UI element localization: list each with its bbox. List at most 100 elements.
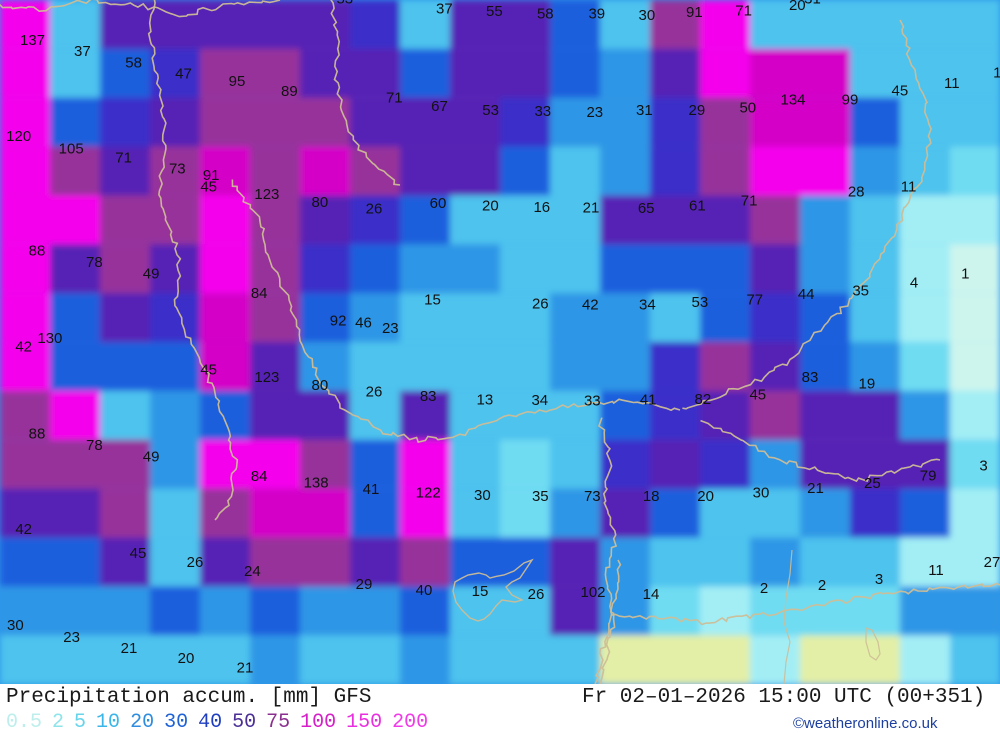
svg-text:26: 26	[366, 384, 383, 401]
svg-text:20: 20	[178, 650, 195, 667]
svg-text:77: 77	[746, 292, 763, 309]
svg-text:42: 42	[582, 297, 599, 314]
svg-text:35: 35	[852, 282, 869, 299]
svg-text:28: 28	[848, 184, 865, 201]
svg-text:26: 26	[528, 586, 545, 603]
svg-text:13: 13	[477, 392, 494, 409]
svg-text:26: 26	[366, 201, 383, 218]
svg-text:21: 21	[583, 200, 600, 217]
svg-text:82: 82	[695, 391, 712, 408]
svg-text:42: 42	[15, 339, 32, 356]
svg-text:53: 53	[482, 102, 499, 119]
svg-text:50: 50	[739, 99, 756, 116]
svg-text:71: 71	[735, 3, 752, 20]
svg-text:45: 45	[200, 362, 217, 379]
svg-text:95: 95	[229, 73, 246, 90]
svg-text:49: 49	[143, 265, 160, 282]
svg-text:21: 21	[237, 660, 254, 677]
svg-text:45: 45	[892, 82, 909, 99]
svg-text:15: 15	[424, 292, 441, 309]
svg-text:40: 40	[416, 582, 433, 599]
svg-text:20: 20	[482, 198, 499, 215]
svg-text:137: 137	[20, 32, 45, 49]
svg-text:46: 46	[355, 314, 372, 331]
svg-text:23: 23	[382, 320, 399, 337]
svg-text:34: 34	[531, 392, 548, 409]
svg-text:11: 11	[944, 75, 960, 92]
svg-text:18: 18	[643, 488, 660, 505]
svg-text:102: 102	[580, 584, 605, 601]
svg-text:73: 73	[584, 488, 601, 505]
svg-text:89: 89	[281, 83, 298, 100]
svg-text:24: 24	[244, 563, 261, 580]
svg-text:33: 33	[534, 103, 551, 120]
svg-text:88: 88	[29, 242, 46, 259]
svg-text:1: 1	[993, 64, 1000, 81]
svg-text:35: 35	[532, 488, 549, 505]
svg-text:78: 78	[86, 437, 103, 454]
svg-text:134: 134	[780, 91, 805, 108]
svg-text:88: 88	[29, 425, 46, 442]
svg-text:83: 83	[420, 388, 437, 405]
svg-text:45: 45	[749, 387, 766, 404]
svg-text:30: 30	[7, 617, 24, 634]
svg-text:138: 138	[304, 475, 329, 492]
svg-text:60: 60	[430, 195, 447, 212]
svg-text:2: 2	[818, 577, 826, 594]
svg-text:65: 65	[638, 200, 655, 217]
svg-text:58: 58	[125, 54, 142, 71]
svg-text:91: 91	[686, 4, 703, 21]
svg-text:58: 58	[537, 6, 554, 23]
svg-text:120: 120	[6, 128, 31, 145]
svg-text:92: 92	[330, 312, 347, 329]
svg-text:80: 80	[312, 194, 329, 211]
svg-text:29: 29	[356, 576, 373, 593]
svg-text:49: 49	[143, 448, 160, 465]
svg-text:78: 78	[86, 254, 103, 271]
svg-text:26: 26	[187, 554, 204, 571]
svg-text:21: 21	[121, 640, 138, 657]
svg-text:4: 4	[910, 274, 918, 291]
svg-text:42: 42	[15, 521, 32, 538]
svg-text:123: 123	[254, 369, 279, 386]
svg-text:26: 26	[532, 296, 549, 313]
svg-text:14: 14	[643, 586, 660, 603]
svg-text:20: 20	[789, 0, 806, 14]
svg-text:11: 11	[901, 179, 917, 196]
svg-text:15: 15	[472, 583, 489, 600]
svg-text:23: 23	[586, 104, 603, 121]
svg-text:73: 73	[169, 161, 186, 178]
svg-text:20: 20	[697, 488, 714, 505]
svg-text:71: 71	[741, 193, 758, 210]
svg-text:30: 30	[639, 7, 656, 24]
svg-text:33: 33	[584, 392, 601, 409]
svg-text:11: 11	[928, 562, 944, 579]
svg-text:130: 130	[37, 330, 62, 347]
svg-text:21: 21	[807, 480, 824, 497]
svg-text:41: 41	[640, 392, 657, 409]
svg-text:2: 2	[760, 580, 768, 597]
svg-text:84: 84	[251, 285, 268, 302]
svg-text:37: 37	[436, 1, 453, 18]
svg-text:29: 29	[689, 102, 706, 119]
svg-text:27: 27	[984, 554, 1000, 571]
svg-text:123: 123	[254, 186, 279, 203]
svg-text:53: 53	[692, 294, 709, 311]
svg-text:83: 83	[802, 369, 819, 386]
svg-text:105: 105	[59, 141, 84, 158]
svg-text:25: 25	[864, 475, 881, 492]
svg-text:19: 19	[859, 376, 876, 393]
svg-text:45: 45	[200, 179, 217, 196]
svg-text:122: 122	[416, 485, 441, 502]
svg-text:41: 41	[363, 481, 380, 498]
svg-text:44: 44	[798, 286, 815, 303]
svg-text:23: 23	[63, 629, 80, 646]
svg-text:37: 37	[74, 43, 91, 60]
svg-text:53: 53	[336, 0, 353, 8]
svg-text:30: 30	[753, 485, 770, 502]
svg-text:61: 61	[689, 198, 706, 215]
svg-text:79: 79	[920, 467, 937, 484]
svg-text:3: 3	[875, 571, 883, 588]
svg-text:71: 71	[115, 149, 132, 166]
svg-text:84: 84	[251, 468, 268, 485]
